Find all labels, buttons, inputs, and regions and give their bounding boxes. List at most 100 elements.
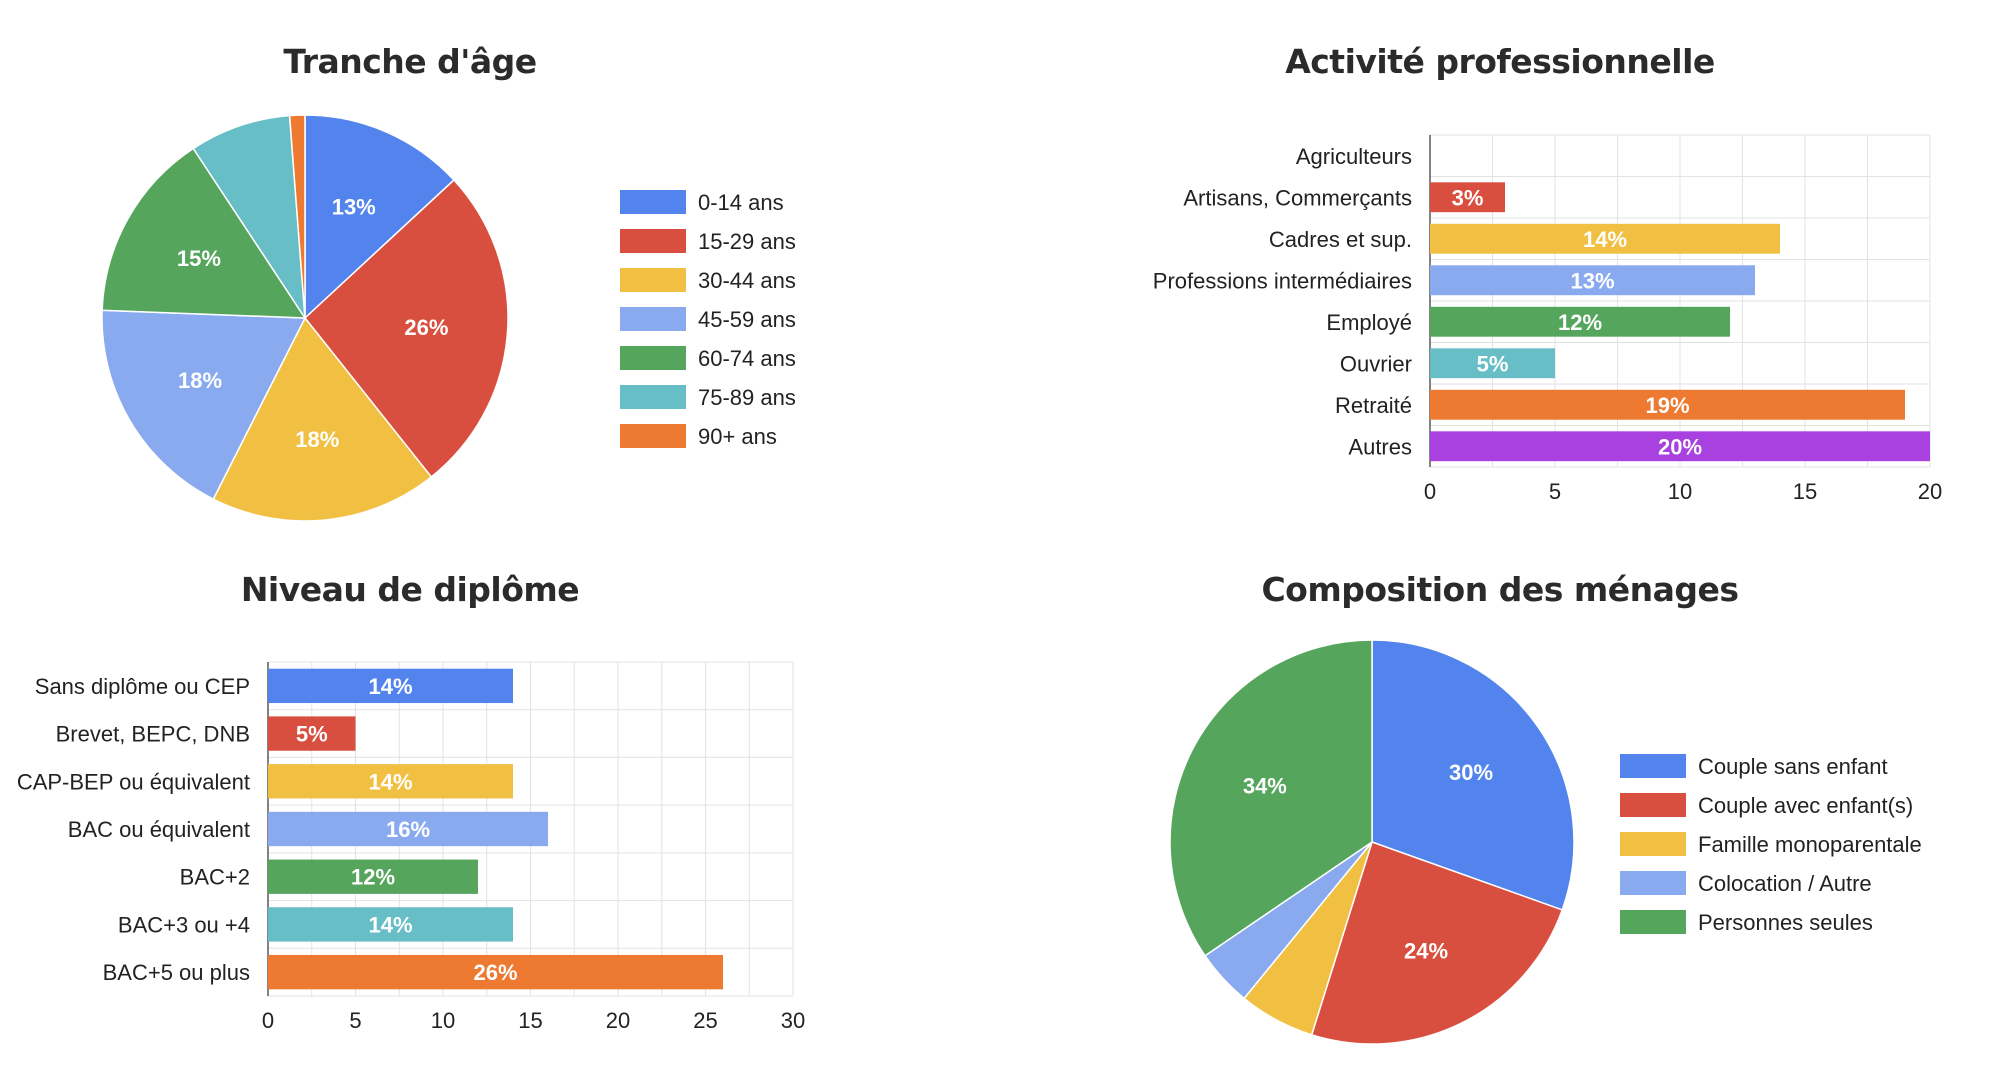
pie-slice-0-14-ans [304,114,455,320]
tick-label-10: 10 [431,1008,455,1033]
tick-label-10: 10 [1668,479,1692,504]
bar-value-retraite: 19% [1645,393,1689,418]
tick-label-15: 15 [1793,479,1817,504]
bar-cadres-et-sup [1430,223,1780,254]
bar-retraite [1430,389,1905,420]
chart-panel-diplome: Niveau de diplôme Sans diplôme ou CEP 14%… [0,540,860,1067]
pie-slice-couple-sans-enfant [1371,639,1575,911]
legend-swatch-colocation-autre [1620,871,1686,895]
slice-label-45-59-ans: 18% [178,368,222,393]
legend-label-45-59-ans: 45-59 ans [698,307,796,332]
category-label-cap-bep-ou-equivalent: CAP-BEP ou équivalent [17,769,250,794]
bar-value-cadres-et-sup: 14% [1583,227,1627,252]
category-label-professions-intermediaires: Professions intermédiaires [1153,268,1412,293]
pie-slice-personnes-seules [1169,639,1373,957]
slice-label-couple-avec-enfant-s: 24% [1404,938,1448,963]
legend-label-75-89-ans: 75-89 ans [698,385,796,410]
bar-professions-intermediaires [1430,265,1755,296]
legend-swatch-75-89-ans [620,385,686,409]
category-label-brevet-bepc-dnb: Brevet, BEPC, DNB [56,722,250,747]
legend-swatch-30-44-ans [620,268,686,292]
bar-sans-diplome-ou-cep [268,668,513,704]
pie-slice-30-44-ans [212,316,433,522]
category-label-bac-5-ou-plus: BAC+5 ou plus [103,960,250,985]
legend-label-colocation-autre: Colocation / Autre [1698,871,1872,896]
bar-autres [1430,431,1930,462]
bar-value-bac-3-ou-4: 14% [368,912,412,937]
legend-label-couple-sans-enfant: Couple sans enfant [1698,754,1888,779]
legend-label-30-44-ans: 30-44 ans [698,268,796,293]
bar-value-cap-bep-ou-equivalent: 14% [368,769,412,794]
bar-value-autres: 20% [1658,434,1702,459]
tick-label-5: 5 [349,1008,361,1033]
bar-bac-2 [268,859,478,894]
slice-label-0-14-ans: 13% [332,194,376,219]
category-label-cadres-et-sup: Cadres et sup. [1269,227,1412,252]
bar-value-bac-5-ou-plus: 26% [473,960,517,985]
legend-label-90-ans: 90+ ans [698,424,777,449]
pie-slice-couple-avec-enfant-s [1310,841,1564,1045]
legend-swatch-couple-avec-enfant-s [1620,793,1686,817]
slice-label-15-29-ans: 26% [404,315,448,340]
chart-title-age: Tranche d'âge [283,42,537,81]
tick-label-0: 0 [1424,479,1436,504]
bar-ouvrier [1430,348,1555,379]
slice-label-60-74-ans: 15% [177,246,221,271]
category-label-agriculteurs: Agriculteurs [1296,144,1412,169]
legend-swatch-couple-sans-enfant [1620,754,1686,778]
chart-title-diplome: Niveau de diplôme [240,570,580,609]
bar-cap-bep-ou-equivalent [268,764,513,799]
legend-label-famille-monoparentale: Famille monoparentale [1698,832,1922,857]
tick-label-25: 25 [693,1008,717,1033]
category-label-bac-2: BAC+2 [180,865,250,890]
legend-swatch-15-29-ans [620,229,686,253]
pie-slice-45-59-ans [101,309,307,501]
category-label-ouvrier: Ouvrier [1340,351,1412,376]
pie-chart-age: 13% 26% 18% 18% 15% 0-14 ans 15-29 ans 30-44 an… [101,114,796,522]
bar-chart-diplome: Sans diplôme ou CEP 14% Brevet, BEPC, DNB 5… [17,661,805,1033]
bar-value-bac-2: 12% [351,865,395,890]
bar-bac-3-ou-4 [268,907,513,942]
bar-bac-5-ou-plus [268,954,723,990]
slice-label-30-44-ans: 18% [295,427,339,452]
slice-label-personnes-seules: 34% [1243,773,1287,798]
legend-swatch-45-59-ans [620,307,686,331]
legend-label-0-14-ans: 0-14 ans [698,190,784,215]
bar-value-professions-intermediaires: 13% [1570,268,1614,293]
legend-swatch-personnes-seules [1620,910,1686,934]
pie-slice-15-29-ans [303,178,509,478]
legend-swatch-0-14-ans [620,190,686,214]
legend-label-15-29-ans: 15-29 ans [698,229,796,254]
chart-title-activite: Activité professionnelle [1285,42,1715,81]
tick-label-30: 30 [781,1008,805,1033]
bar-value-sans-diplome-ou-cep: 14% [368,674,412,699]
category-label-retraite: Retraité [1335,393,1412,418]
tick-label-15: 15 [518,1008,542,1033]
category-label-sans-diplome-ou-cep: Sans diplôme ou CEP [35,674,250,699]
bar-employe [1430,306,1730,337]
legend-label-couple-avec-enfant-s: Couple avec enfant(s) [1698,793,1913,818]
category-label-bac-3-ou-4: BAC+3 ou +4 [118,912,250,937]
tick-label-20: 20 [606,1008,630,1033]
bar-value-ouvrier: 5% [1477,351,1509,376]
bar-chart-activite: Agriculteurs Artisans, Commerçants 3% Cadre… [1153,134,1942,504]
pie-chart-menages: 30% 24% 34% Couple sans enfant Couple avec e… [1169,639,1922,1045]
category-label-bac-ou-equivalent: BAC ou équivalent [68,817,250,842]
legend-label-personnes-seules: Personnes seules [1698,910,1873,935]
legend-swatch-famille-monoparentale [1620,832,1686,856]
bar-brevet-bepc-dnb [268,716,356,751]
chart-panel-menages: Composition des ménages 30% 24% 34% Couple … [1000,540,2000,1067]
chart-panel-activite: Activité professionnelle Agriculteurs Art… [1000,0,2000,540]
chart-title-menages: Composition des ménages [1261,570,1739,609]
bar-value-bac-ou-equivalent: 16% [386,817,430,842]
bar-artisans-commercants [1430,182,1505,213]
category-label-employe: Employé [1326,310,1412,335]
bar-bac-ou-equivalent [268,811,548,847]
legend-label-60-74-ans: 60-74 ans [698,346,796,371]
legend-swatch-60-74-ans [620,346,686,370]
category-label-autres: Autres [1348,434,1412,459]
tick-label-5: 5 [1549,479,1561,504]
pie-slice-75-89-ans [192,114,306,321]
slice-label-couple-sans-enfant: 30% [1449,760,1493,785]
pie-slice-90-ans [288,114,306,319]
